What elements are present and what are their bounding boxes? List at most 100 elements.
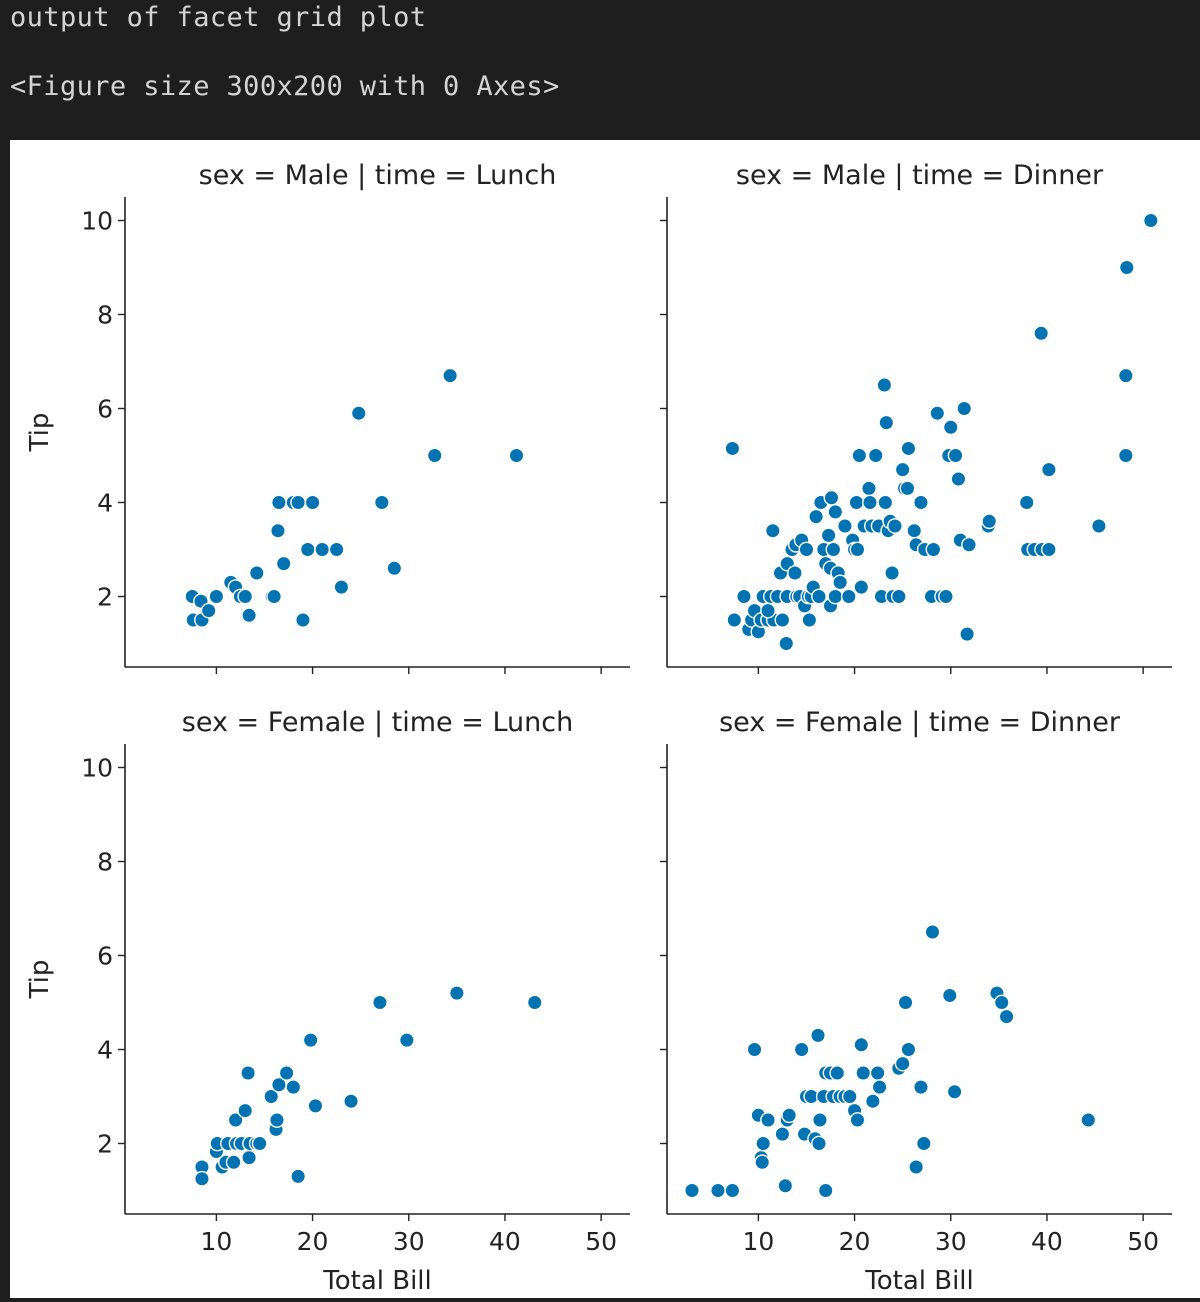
data-point <box>855 1065 872 1081</box>
data-point <box>849 1112 866 1128</box>
data-point <box>915 1135 932 1152</box>
data-point <box>993 994 1010 1011</box>
data-point <box>829 1065 846 1081</box>
x-tick-label: 30 <box>935 1227 967 1256</box>
data-point <box>998 1008 1015 1025</box>
console-line: output of facet grid plot <box>10 2 427 33</box>
data-point <box>853 1036 870 1053</box>
data-point <box>343 1093 359 1110</box>
data-point <box>913 494 929 511</box>
data-point <box>1018 494 1035 511</box>
data-point <box>908 1159 925 1175</box>
data-point <box>862 494 878 511</box>
data-point <box>906 522 923 539</box>
y-tick-label: 10 <box>81 207 113 236</box>
data-point <box>736 588 752 605</box>
data-point <box>849 541 866 558</box>
data-point <box>1040 461 1057 478</box>
y-tick-label: 2 <box>97 583 113 612</box>
data-point <box>208 588 225 605</box>
x-tick-label: 50 <box>1127 1227 1159 1256</box>
data-point <box>1033 325 1050 342</box>
y-tick-label: 2 <box>97 1130 113 1159</box>
data-point <box>781 1107 798 1124</box>
data-point <box>302 1032 319 1048</box>
data-point <box>947 447 964 464</box>
data-point <box>225 1154 242 1171</box>
data-point <box>877 494 894 511</box>
facet-panel: sex = Female | time = Dinner 10 20 30 40 50 To… <box>660 707 1172 1296</box>
data-point <box>913 1079 929 1095</box>
data-point <box>884 565 900 581</box>
data-point <box>827 503 844 520</box>
facet-panel: sex = Female | time = Lunch 2 4 6 8 10 10 20 30 4… <box>25 707 630 1296</box>
y-tick-label: 8 <box>97 301 113 330</box>
data-point <box>1118 259 1135 276</box>
data-point <box>241 1149 257 1166</box>
data-point <box>754 1154 771 1171</box>
data-point <box>299 541 316 558</box>
data-point <box>810 1027 826 1044</box>
data-point <box>798 541 815 558</box>
data-point <box>946 1083 963 1100</box>
data-point <box>724 440 741 457</box>
data-point <box>269 1112 285 1128</box>
y-tick-label: 10 <box>81 754 113 783</box>
x-tick-label: 30 <box>393 1227 425 1256</box>
data-point <box>811 588 827 605</box>
data-point <box>386 560 403 577</box>
data-point <box>508 447 525 464</box>
data-point <box>241 607 257 624</box>
data-point <box>275 555 292 572</box>
data-point <box>263 1088 280 1105</box>
data-point <box>240 1065 257 1081</box>
data-point <box>823 489 840 506</box>
data-point <box>793 1041 810 1058</box>
data-point <box>314 541 331 558</box>
x-tick-label: 10 <box>742 1227 774 1256</box>
data-point <box>825 541 842 558</box>
x-tick-label: 10 <box>200 1227 232 1256</box>
data-point <box>942 419 959 436</box>
data-point <box>894 461 911 478</box>
data-point <box>864 1093 881 1110</box>
data-point <box>684 1182 700 1199</box>
data-point <box>237 588 254 605</box>
data-point <box>328 541 345 558</box>
data-point <box>787 565 803 581</box>
data-point <box>878 414 895 431</box>
data-point <box>956 400 973 417</box>
data-point <box>290 1168 307 1185</box>
data-point <box>900 440 917 457</box>
data-point <box>398 1032 415 1048</box>
data-point <box>372 994 388 1011</box>
y-tick-label: 4 <box>97 1036 113 1065</box>
data-point <box>774 1126 791 1142</box>
data-point <box>899 480 916 497</box>
data-point <box>812 1112 828 1128</box>
data-point <box>1040 541 1057 558</box>
data-point <box>333 579 350 595</box>
data-point <box>755 1135 772 1152</box>
data-point <box>924 924 941 940</box>
data-point <box>307 1098 324 1114</box>
x-tick-label: 50 <box>585 1227 617 1256</box>
data-point <box>251 1135 268 1152</box>
facet-title: sex = Female | time = Lunch <box>182 707 573 738</box>
data-point <box>278 1065 295 1081</box>
data-point <box>929 405 946 422</box>
data-point <box>270 522 286 539</box>
data-point <box>448 985 465 1001</box>
data-point <box>817 1182 834 1199</box>
data-point <box>237 1102 254 1119</box>
data-point <box>724 1182 741 1199</box>
y-tick-label: 6 <box>97 395 113 424</box>
data-point <box>774 612 791 628</box>
data-point <box>820 527 837 544</box>
x-tick-label: 20 <box>839 1227 871 1256</box>
x-tick-label: 40 <box>489 1227 521 1256</box>
y-tick-label: 6 <box>97 942 113 971</box>
x-axis-label: Total Bill <box>864 1266 974 1296</box>
data-point <box>442 367 459 384</box>
